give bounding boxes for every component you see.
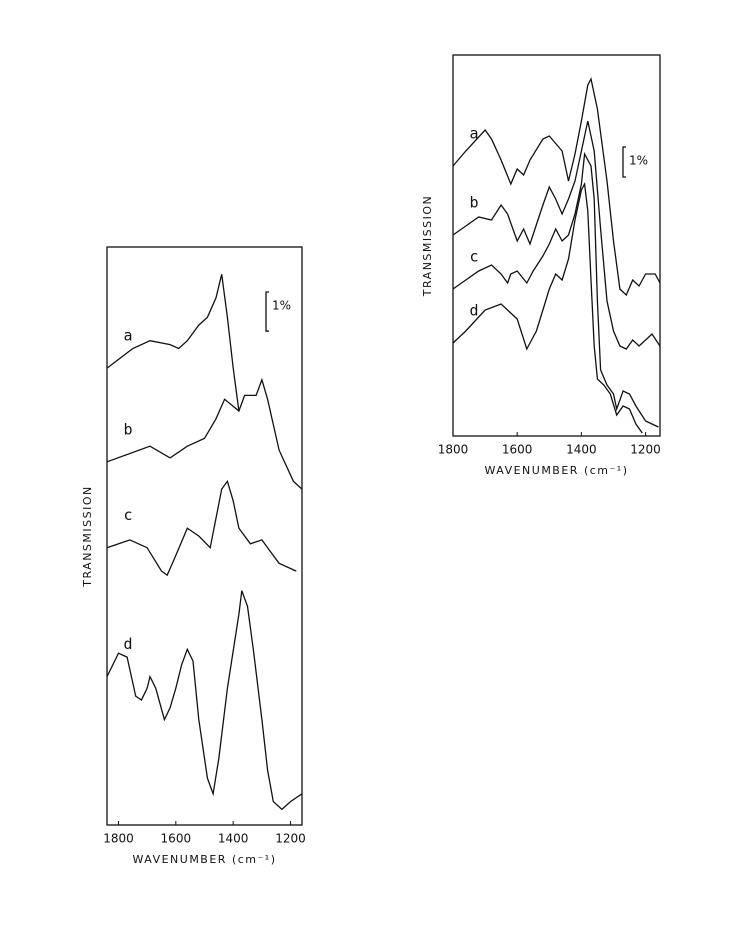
x-tick-label: 1800 bbox=[438, 443, 469, 457]
x-tick-label: 1600 bbox=[502, 443, 533, 457]
spectrum-line bbox=[106, 274, 240, 412]
x-tick-label: 1400 bbox=[218, 832, 249, 846]
x-tick-label: 1200 bbox=[630, 443, 661, 457]
spectrum-line bbox=[106, 590, 303, 811]
scale-bar-label: 1% bbox=[629, 154, 648, 168]
spectrum-line bbox=[452, 120, 661, 350]
spectrum-line bbox=[106, 377, 303, 490]
x-tick-label: 1400 bbox=[566, 443, 597, 457]
x-tick-label: 1800 bbox=[103, 832, 134, 846]
scale-bar-label: 1% bbox=[272, 299, 291, 313]
y-axis-label: TRANSMISSION bbox=[81, 485, 94, 587]
x-axis-label: WAVENUMBER (cm⁻¹) bbox=[132, 853, 276, 866]
x-axis-label: WAVENUMBER (cm⁻¹) bbox=[484, 464, 628, 477]
series-label: c bbox=[469, 248, 478, 266]
spectrum-line bbox=[452, 151, 659, 428]
series-label: c bbox=[123, 506, 132, 524]
spectrum-line bbox=[106, 479, 297, 577]
series-label: b bbox=[469, 194, 478, 212]
series-label: b bbox=[123, 420, 132, 438]
x-tick-label: 1600 bbox=[161, 832, 192, 846]
series-label: d bbox=[469, 302, 478, 320]
spectrum-line bbox=[452, 181, 643, 434]
scale-bar bbox=[622, 146, 626, 178]
x-tick-label: 1200 bbox=[275, 832, 306, 846]
series-label: d bbox=[123, 635, 132, 653]
y-axis-label: TRANSMISSION bbox=[421, 195, 434, 297]
series-label: a bbox=[123, 327, 132, 345]
series-label: a bbox=[469, 125, 478, 143]
plot-frame bbox=[452, 54, 661, 437]
spectrum-line bbox=[452, 77, 661, 297]
scale-bar bbox=[265, 291, 269, 332]
plot-frame bbox=[106, 246, 303, 826]
